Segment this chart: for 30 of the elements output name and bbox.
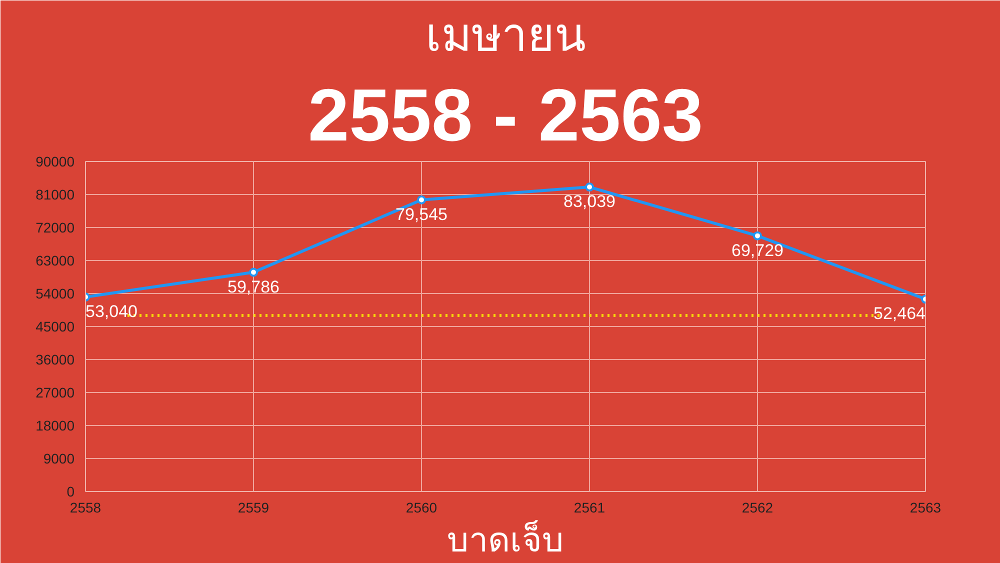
data-label: 52,464 [874, 304, 926, 324]
x-axis-title: บาดเจ็บ [447, 520, 564, 560]
y-tick-label: 0 [66, 484, 75, 500]
y-tick-label: 81000 [36, 186, 75, 202]
x-tick-label: 2562 [742, 500, 774, 516]
data-label: 79,545 [396, 204, 448, 224]
x-tick-label: 2558 [70, 500, 102, 516]
point [417, 195, 426, 204]
x-tick-label: 2563 [910, 500, 942, 516]
point [585, 182, 594, 192]
point [753, 231, 762, 240]
data-label: 69,729 [732, 240, 784, 260]
y-tick-label: 90000 [36, 154, 75, 170]
y-tick-label: 72000 [36, 220, 75, 236]
data-label: 53,040 [86, 302, 138, 322]
chart-subtitle: 2558 - 2563 [308, 74, 704, 156]
y-tick-label: 18000 [36, 418, 75, 434]
chart-title: เมษายน [426, 8, 586, 62]
y-tick-label: 45000 [36, 318, 75, 334]
point [249, 268, 258, 277]
y-tick-label: 36000 [36, 352, 75, 368]
y-tick-label: 63000 [36, 252, 75, 268]
y-tick-label: 54000 [36, 286, 75, 302]
y-tick-label: 9000 [43, 450, 75, 466]
x-tick-label: 2560 [406, 500, 438, 516]
x-tick-label: 2559 [238, 500, 270, 516]
y-tick-label: 27000 [36, 384, 75, 400]
data-label: 83,039 [564, 192, 616, 212]
data-label: 59,786 [228, 277, 280, 296]
x-tick-label: 2561 [574, 500, 606, 516]
